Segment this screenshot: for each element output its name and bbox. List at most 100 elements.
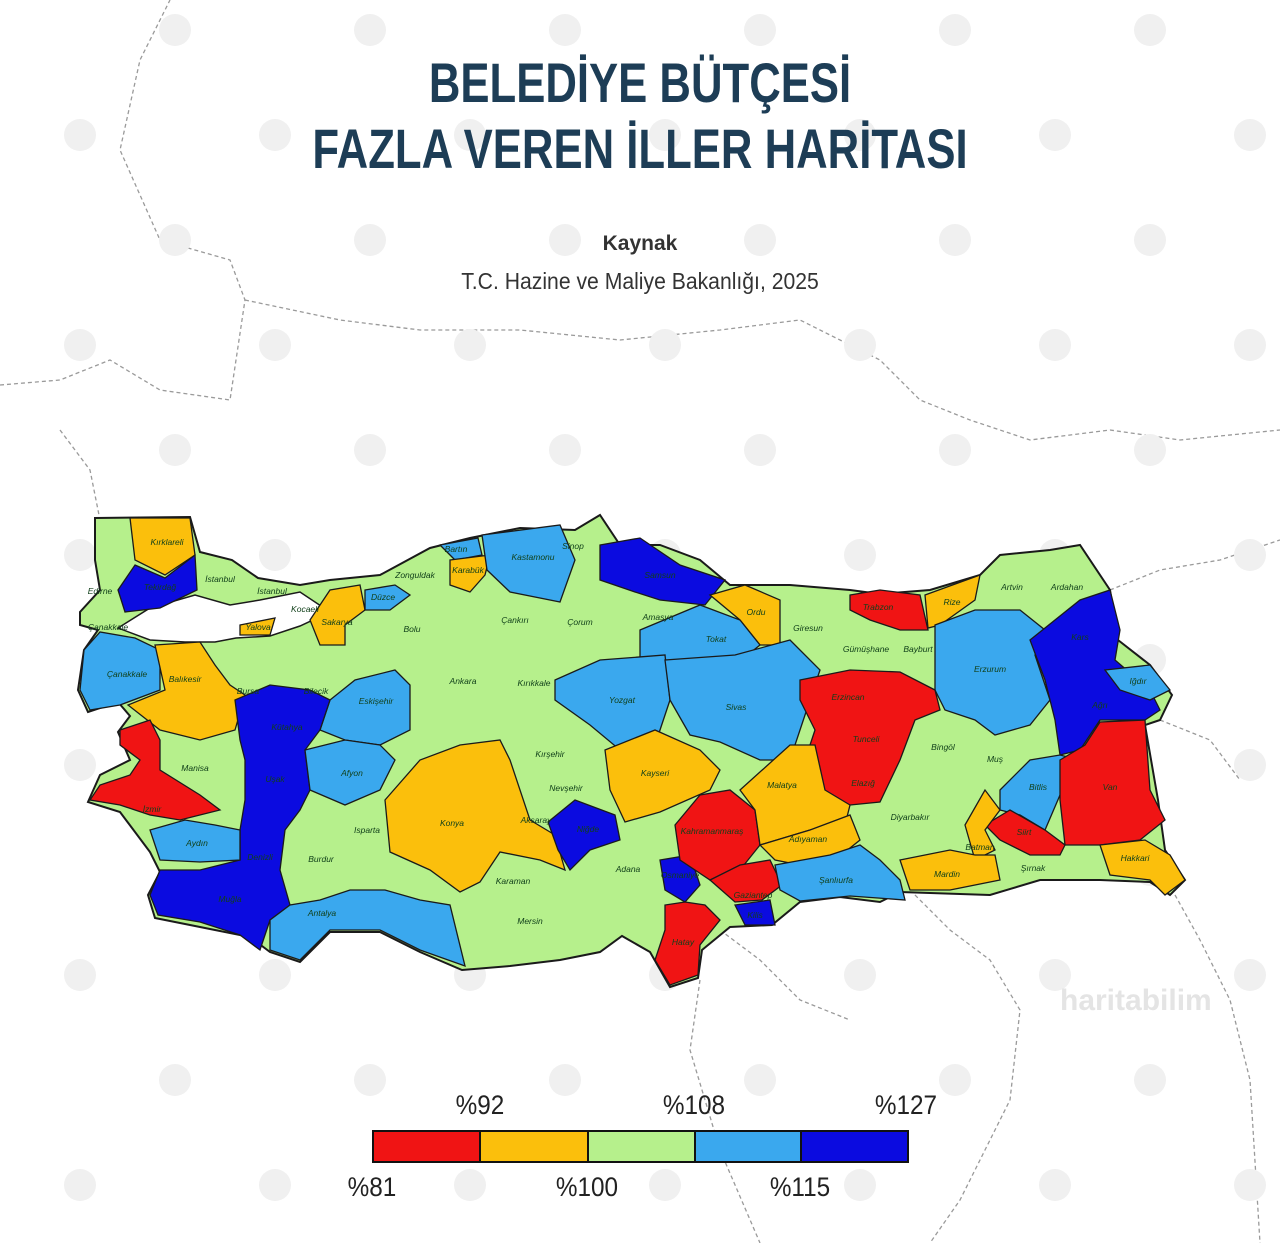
province-label-i̇stanbul: İstanbul	[257, 586, 288, 596]
province-label-van: Van	[1103, 782, 1118, 792]
watermark-logo-icon	[1039, 959, 1071, 991]
province-label-kocaeli: Kocaeli	[291, 604, 320, 614]
province-label-yalova: Yalova	[245, 622, 271, 632]
watermark-logo-icon	[844, 329, 876, 361]
province-afyon	[304, 739, 396, 806]
watermark-logo-icon	[259, 959, 291, 991]
province-label-ordu: Ordu	[747, 607, 766, 617]
legend-label-81: %81	[347, 1172, 397, 1202]
province-i̇zmir	[88, 719, 222, 821]
watermark-logo-icon	[259, 329, 291, 361]
watermark-logo-icon	[549, 1064, 581, 1096]
province-label-kastamonu: Kastamonu	[512, 552, 555, 562]
province-karabük	[449, 554, 491, 593]
province-yalova	[239, 617, 276, 636]
province-label-osmaniye: Osmaniye	[661, 870, 700, 880]
watermark-logo-icon	[1039, 119, 1071, 151]
province-label-hatay: Hatay	[672, 937, 695, 947]
watermark-logo-icon	[259, 539, 291, 571]
watermark-logo-icon	[354, 1064, 386, 1096]
province-erzurum	[934, 609, 1051, 736]
province-label-i̇zmir: İzmir	[143, 804, 163, 814]
province-label-sivas: Sivas	[726, 702, 748, 712]
province-label-tunceli: Tunceli	[853, 734, 881, 744]
province-label-hakkari: Hakkari	[1121, 853, 1151, 863]
province-kayseri	[604, 729, 721, 823]
legend-label-92: %92	[455, 1090, 505, 1120]
watermark-logo-icon	[939, 1064, 971, 1096]
watermark-logo-icon	[844, 119, 876, 151]
watermark-logo-icon	[1234, 539, 1266, 571]
province-label-bingöl: Bingöl	[931, 742, 956, 752]
watermark-logo-icon	[1039, 329, 1071, 361]
province-label-giresun: Giresun	[793, 623, 823, 633]
province-label-bartın: Bartın	[445, 544, 468, 554]
legend-label-127: %127	[874, 1090, 938, 1120]
watermark-logo-icon	[549, 434, 581, 466]
province-label-adıyaman: Adıyaman	[788, 834, 828, 844]
province-label-i̇stanbul: İstanbul	[205, 574, 236, 584]
legend-label-100: %100	[555, 1172, 619, 1202]
province-label-sinop: Sinop	[562, 541, 584, 551]
watermark-logo-icon	[159, 14, 191, 46]
province-label-bursa: Bursa	[237, 686, 259, 696]
province-label-kırşehir: Kırşehir	[535, 749, 565, 759]
province-label-zonguldak: Zonguldak	[394, 570, 435, 580]
province-label-karabük: Karabük	[452, 565, 484, 575]
province-label-bitlis: Bitlis	[1029, 782, 1048, 792]
province-label-rize: Rize	[943, 597, 960, 607]
watermark-logo-icon	[744, 1064, 776, 1096]
province-sakarya	[309, 584, 366, 646]
province-label-bolu: Bolu	[403, 624, 420, 634]
province-label-gaziantep: Gaziantep	[734, 890, 773, 900]
province-kilis	[734, 899, 776, 926]
province-label-elazığ: Elazığ	[851, 778, 875, 788]
province-hakkari	[1099, 839, 1186, 896]
province-label-çorum: Çorum	[567, 617, 593, 627]
title-line-1: BELEDİYE BÜTÇESİ	[428, 51, 852, 114]
province-label-amasya: Amasya	[642, 612, 674, 622]
province-label-isparta: Isparta	[354, 825, 380, 835]
province-mardin	[899, 849, 1001, 891]
title-line-2: FAZLA VEREN İLLER HARİTASI	[312, 117, 968, 180]
province-erzincan	[799, 669, 941, 807]
province-label-trabzon: Trabzon	[863, 602, 894, 612]
watermark-logo-icon	[159, 224, 191, 256]
province-label-uşak: Uşak	[265, 774, 285, 784]
province-label-aksaray: Aksaray	[520, 815, 552, 825]
watermark-text: haritabilim	[1060, 984, 1212, 1017]
province-label-erzurum: Erzurum	[974, 664, 1006, 674]
province-label-samsun: Samsun	[644, 570, 675, 580]
province-antalya	[269, 889, 466, 968]
watermark-logo-icon	[844, 959, 876, 991]
province-label-bilecik: Bilecik	[304, 686, 329, 696]
province-label-kırıkkale: Kırıkkale	[517, 678, 550, 688]
map-title: BELEDİYE BÜTÇESİ FAZLA VEREN İLLER HARİT…	[141, 50, 1139, 182]
province-şanlıurfa	[774, 844, 906, 902]
province-label-iğdır: Iğdır	[1129, 676, 1147, 686]
province-balıkesir	[126, 641, 246, 741]
province-eskişehir	[319, 669, 411, 746]
watermark-logo-icon	[259, 119, 291, 151]
watermark-logo-icon	[64, 749, 96, 781]
watermark-logo-icon	[1234, 119, 1266, 151]
watermark-logo-icon	[744, 14, 776, 46]
province-label-manisa: Manisa	[181, 763, 209, 773]
watermark-logo-icon	[64, 1169, 96, 1201]
watermark-logo-icon	[354, 434, 386, 466]
province-label-muğla: Muğla	[218, 894, 241, 904]
province-label-ağrı: Ağrı	[1091, 700, 1108, 710]
watermark-logo-icon	[744, 434, 776, 466]
source-heading: Kaynak	[602, 232, 678, 255]
province-label-niğde: Niğde	[577, 824, 599, 834]
province-label-burdur: Burdur	[308, 854, 335, 864]
province-label-çanakkale: Çanakkale	[88, 622, 128, 632]
watermark-logo-icon	[649, 1169, 681, 1201]
watermark-logo-icon	[939, 224, 971, 256]
province-van	[1059, 719, 1166, 846]
province-label-siirt: Siirt	[1017, 827, 1032, 837]
watermark-logo-icon	[549, 14, 581, 46]
province-label-kilis: Kilis	[747, 910, 763, 920]
watermark-logo-icon	[64, 119, 96, 151]
province-label-bayburt: Bayburt	[903, 644, 933, 654]
